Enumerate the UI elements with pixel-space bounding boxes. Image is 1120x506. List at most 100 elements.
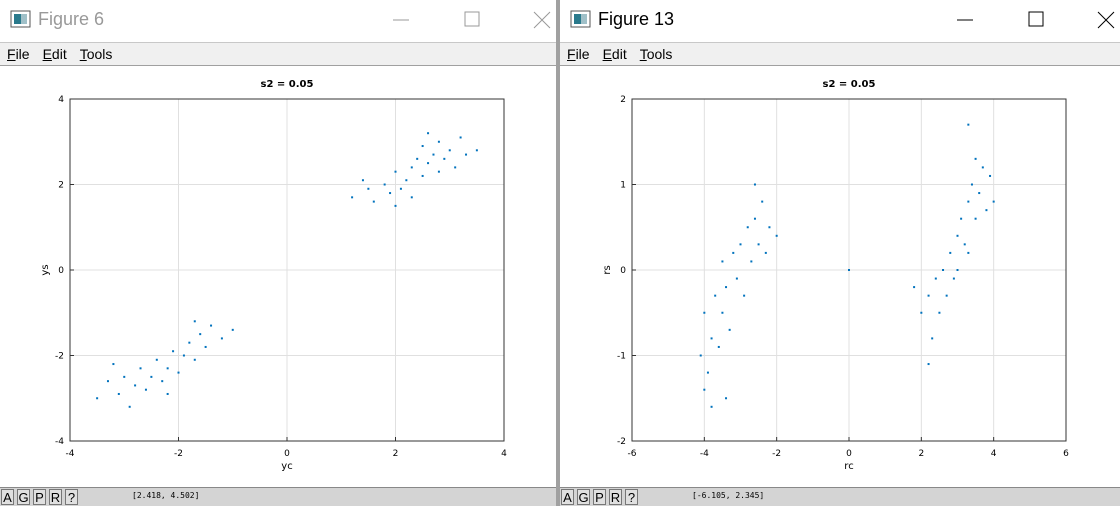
scatter-point	[985, 209, 988, 212]
status-bar: A G P R? [-6.105, 2.345]	[560, 487, 1120, 506]
scatter-point	[952, 277, 955, 280]
scatter-point	[974, 217, 977, 220]
scatter-point	[394, 170, 397, 173]
scatter-point	[699, 354, 702, 357]
cursor-coordinates: [2.418, 4.502]	[132, 491, 200, 500]
chart: -6 -4 -2 0 2 4 6 -2 -1 0 1 2 s2 = 0.05 rc rs	[602, 79, 1069, 472]
window-icon	[570, 10, 591, 28]
scatter-point	[204, 345, 207, 348]
status-button[interactable]: ?	[65, 489, 78, 505]
icon-bar	[21, 14, 27, 24]
scatter-point	[981, 166, 984, 169]
scatter-point	[389, 192, 392, 195]
scatter-point	[913, 286, 916, 289]
scatter-point	[421, 145, 424, 148]
scatter-point	[927, 363, 930, 366]
scatter-point	[963, 243, 966, 246]
scatter-point	[117, 392, 120, 395]
status-button[interactable]: G	[577, 489, 590, 505]
x-tick-label: 4	[501, 449, 507, 459]
scatter-point	[967, 200, 970, 203]
scatter-point	[427, 132, 430, 135]
scatter-point	[974, 157, 977, 160]
status-button[interactable]: R	[609, 489, 622, 505]
scatter-point	[967, 251, 970, 254]
scatter-point	[703, 311, 706, 314]
scatter-point	[172, 350, 175, 353]
x-tick-label: 0	[284, 449, 290, 459]
close-button[interactable]	[1097, 11, 1115, 29]
axes-frame	[631, 98, 1067, 442]
chart-title: s2 = 0.05	[823, 79, 876, 90]
scatter-point	[139, 367, 142, 370]
menu-item[interactable]: Tools	[79, 46, 113, 62]
window-title: Figure 13	[598, 9, 675, 29]
y-axis-label: ys	[40, 264, 51, 275]
window-controls	[393, 11, 551, 29]
menu-bar: File Edit Tools	[560, 42, 1120, 66]
x-tick-label: 0	[846, 449, 852, 459]
scatter-point	[155, 358, 158, 361]
status-button[interactable]: R	[49, 489, 62, 505]
menu-item[interactable]: Edit	[602, 46, 627, 62]
scatter-point	[753, 183, 756, 186]
scatter-point	[775, 234, 778, 237]
scatter-point	[166, 367, 169, 370]
title-bar: Figure 13	[560, 0, 1120, 42]
chart: -4 -2 0 2 4 -4 -2 0 2 4 s2 = 0.05 yc ys	[40, 79, 507, 472]
x-tick-label: -2	[174, 449, 183, 459]
scatter-point	[735, 277, 738, 280]
y-tick-label: -1	[617, 352, 626, 362]
y-tick-label: -4	[55, 437, 64, 447]
scatter-point	[934, 277, 937, 280]
scatter-point	[361, 179, 364, 182]
scatter-point	[443, 157, 446, 160]
scatter-point	[123, 375, 126, 378]
window-icon	[10, 10, 31, 28]
x-axis-label: rc	[844, 461, 853, 472]
scatter-point	[421, 174, 424, 177]
close-button[interactable]	[533, 11, 551, 29]
scatter-point	[743, 294, 746, 297]
status-button[interactable]: ?	[625, 489, 638, 505]
status-button[interactable]: A	[1, 489, 14, 505]
scatter-point	[459, 136, 462, 139]
x-tick-label: 4	[991, 449, 997, 459]
status-button[interactable]: A	[561, 489, 574, 505]
scatter-point	[967, 123, 970, 126]
status-button[interactable]: G	[17, 489, 30, 505]
x-tick-label: -4	[700, 449, 709, 459]
maximize-button[interactable]	[1028, 11, 1044, 27]
scatter-point	[703, 388, 706, 391]
scatter-point	[753, 217, 756, 220]
scatter-point	[721, 260, 724, 263]
y-tick-label: -2	[617, 437, 626, 447]
scatter-point	[920, 311, 923, 314]
scatter-point	[199, 333, 202, 336]
menu-item[interactable]: Edit	[42, 46, 67, 62]
scatter-point	[721, 311, 724, 314]
axes-frame	[69, 98, 505, 442]
scatter-point	[144, 388, 147, 391]
scatter-point	[714, 294, 717, 297]
menu-item[interactable]: Tools	[639, 46, 673, 62]
scatter-point	[231, 328, 234, 331]
x-axis-label: yc	[281, 461, 292, 472]
scatter-point	[437, 140, 440, 143]
scatter-point	[177, 371, 180, 374]
scatter-point	[706, 371, 709, 374]
scatter-point	[970, 183, 973, 186]
status-button[interactable]: P	[593, 489, 606, 505]
scatter-point	[410, 196, 413, 199]
scatter-point	[454, 166, 457, 169]
y-axis-label: rs	[602, 265, 613, 274]
maximize-button[interactable]	[464, 11, 480, 27]
menu-bar: File Edit Tools	[0, 42, 556, 66]
title-bar: Figure 6	[0, 0, 556, 42]
scatter-point	[931, 337, 934, 340]
status-button[interactable]: P	[33, 489, 46, 505]
menu-item[interactable]: File	[567, 46, 590, 62]
cursor-coordinates: [-6.105, 2.345]	[692, 491, 765, 500]
menu-item[interactable]: File	[7, 46, 30, 62]
